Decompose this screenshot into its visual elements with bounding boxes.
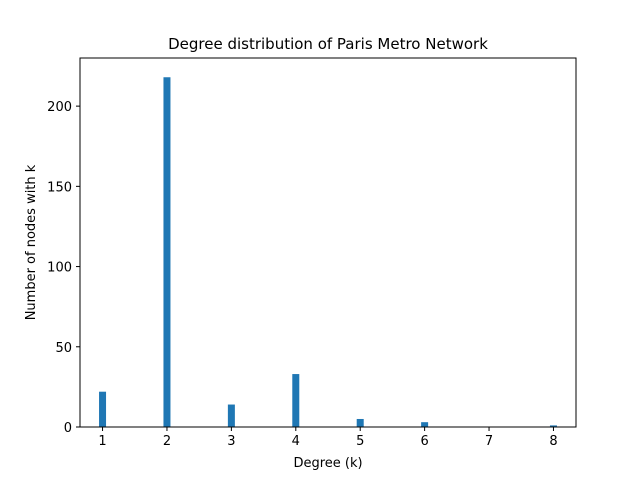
x-tick-label: 2 [163, 434, 171, 449]
y-tick-label: 50 [55, 341, 72, 356]
bar-degree-1 [99, 391, 107, 427]
y-tick-label: 200 [47, 100, 72, 115]
bar-degree-8 [549, 425, 557, 427]
x-axis-label: Degree (k) [293, 456, 362, 471]
bars [99, 77, 557, 428]
bar-degree-5 [356, 418, 364, 427]
plot-frame [79, 57, 577, 428]
x-tick-label: 5 [356, 434, 364, 449]
bar-degree-6 [421, 422, 429, 427]
bar-degree-4 [292, 374, 300, 427]
x-tick-label: 4 [292, 434, 300, 449]
x-tick-label: 3 [227, 434, 235, 449]
y-tick-label: 150 [47, 180, 72, 195]
x-axis: 1 2 3 4 5 6 7 8 [98, 427, 558, 449]
y-axis-label: Number of nodes with k [24, 164, 39, 320]
y-tick-label: 100 [47, 261, 72, 276]
y-tick-label: 0 [64, 421, 72, 436]
chart-title: Degree distribution of Paris Metro Netwo… [168, 35, 488, 53]
x-tick-label: 6 [420, 434, 428, 449]
y-axis: 0 50 100 150 200 [47, 100, 80, 436]
x-tick-label: 8 [549, 434, 557, 449]
x-tick-label: 1 [98, 434, 106, 449]
x-tick-label: 7 [485, 434, 493, 449]
bar-degree-2 [163, 77, 171, 428]
bar-degree-3 [227, 404, 235, 427]
